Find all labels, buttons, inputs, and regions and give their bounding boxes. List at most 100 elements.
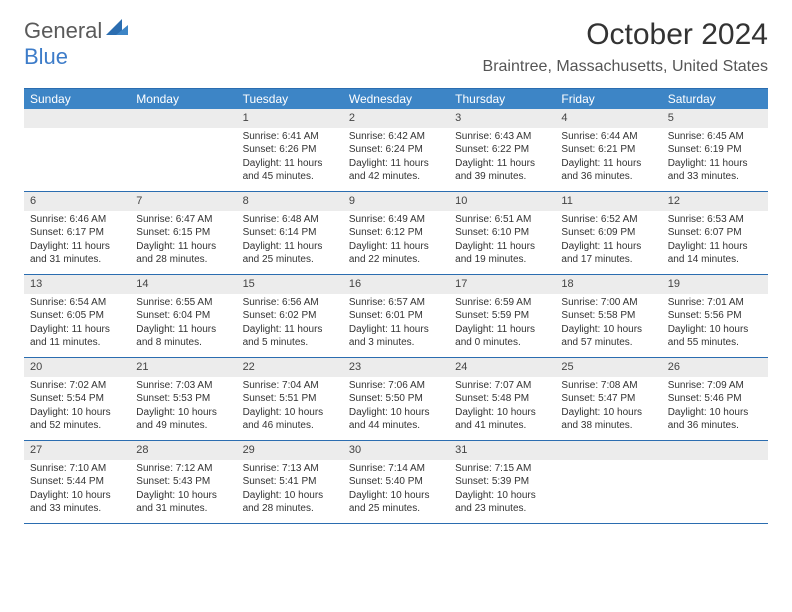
sunset-line: Sunset: 6:12 PM	[349, 226, 443, 240]
day-cell: 28Sunrise: 7:12 AMSunset: 5:43 PMDayligh…	[130, 441, 236, 523]
daylight-line: Daylight: 10 hours and 33 minutes.	[30, 489, 124, 516]
sunset-line: Sunset: 5:48 PM	[455, 392, 549, 406]
day-body: Sunrise: 7:04 AMSunset: 5:51 PMDaylight:…	[237, 377, 343, 437]
day-body: Sunrise: 6:45 AMSunset: 6:19 PMDaylight:…	[662, 128, 768, 188]
day-cell: 23Sunrise: 7:06 AMSunset: 5:50 PMDayligh…	[343, 358, 449, 440]
sunrise-line: Sunrise: 7:08 AM	[561, 379, 655, 393]
sunrise-line: Sunrise: 6:51 AM	[455, 213, 549, 227]
sunset-line: Sunset: 5:46 PM	[668, 392, 762, 406]
week-row: 27Sunrise: 7:10 AMSunset: 5:44 PMDayligh…	[24, 441, 768, 524]
sunset-line: Sunset: 5:44 PM	[30, 475, 124, 489]
day-body: Sunrise: 7:09 AMSunset: 5:46 PMDaylight:…	[662, 377, 768, 437]
daylight-line: Daylight: 10 hours and 44 minutes.	[349, 406, 443, 433]
sunrise-line: Sunrise: 6:46 AM	[30, 213, 124, 227]
sunrise-line: Sunrise: 6:52 AM	[561, 213, 655, 227]
day-body: Sunrise: 7:12 AMSunset: 5:43 PMDaylight:…	[130, 460, 236, 520]
day-number: 18	[555, 275, 661, 294]
day-number: 30	[343, 441, 449, 460]
sunrise-line: Sunrise: 7:10 AM	[30, 462, 124, 476]
dow-cell: Thursday	[449, 89, 555, 109]
day-body: Sunrise: 6:44 AMSunset: 6:21 PMDaylight:…	[555, 128, 661, 188]
day-body	[555, 460, 661, 466]
sunrise-line: Sunrise: 6:43 AM	[455, 130, 549, 144]
day-number: 21	[130, 358, 236, 377]
daylight-line: Daylight: 11 hours and 45 minutes.	[243, 157, 337, 184]
day-body: Sunrise: 7:13 AMSunset: 5:41 PMDaylight:…	[237, 460, 343, 520]
day-number: 14	[130, 275, 236, 294]
sunrise-line: Sunrise: 6:42 AM	[349, 130, 443, 144]
day-number: 2	[343, 109, 449, 128]
day-number: 7	[130, 192, 236, 211]
day-body	[130, 128, 236, 134]
sunset-line: Sunset: 5:56 PM	[668, 309, 762, 323]
day-body	[24, 128, 130, 134]
day-number: 28	[130, 441, 236, 460]
day-cell: 4Sunrise: 6:44 AMSunset: 6:21 PMDaylight…	[555, 109, 661, 191]
sunset-line: Sunset: 5:58 PM	[561, 309, 655, 323]
day-cell: 3Sunrise: 6:43 AMSunset: 6:22 PMDaylight…	[449, 109, 555, 191]
day-number: 25	[555, 358, 661, 377]
sunset-line: Sunset: 5:54 PM	[30, 392, 124, 406]
daylight-line: Daylight: 11 hours and 5 minutes.	[243, 323, 337, 350]
sunset-line: Sunset: 6:04 PM	[136, 309, 230, 323]
day-body: Sunrise: 7:03 AMSunset: 5:53 PMDaylight:…	[130, 377, 236, 437]
sunrise-line: Sunrise: 7:02 AM	[30, 379, 124, 393]
day-cell: 8Sunrise: 6:48 AMSunset: 6:14 PMDaylight…	[237, 192, 343, 274]
day-body: Sunrise: 7:08 AMSunset: 5:47 PMDaylight:…	[555, 377, 661, 437]
logo-text-blue: Blue	[24, 44, 68, 69]
calendar: SundayMondayTuesdayWednesdayThursdayFrid…	[24, 88, 768, 524]
day-number: 29	[237, 441, 343, 460]
day-cell: 11Sunrise: 6:52 AMSunset: 6:09 PMDayligh…	[555, 192, 661, 274]
daylight-line: Daylight: 11 hours and 42 minutes.	[349, 157, 443, 184]
sunset-line: Sunset: 6:05 PM	[30, 309, 124, 323]
day-number: 17	[449, 275, 555, 294]
sunset-line: Sunset: 6:07 PM	[668, 226, 762, 240]
sunrise-line: Sunrise: 7:00 AM	[561, 296, 655, 310]
daylight-line: Daylight: 10 hours and 31 minutes.	[136, 489, 230, 516]
day-cell: 12Sunrise: 6:53 AMSunset: 6:07 PMDayligh…	[662, 192, 768, 274]
dow-cell: Wednesday	[343, 89, 449, 109]
day-body: Sunrise: 6:49 AMSunset: 6:12 PMDaylight:…	[343, 211, 449, 271]
day-body: Sunrise: 6:57 AMSunset: 6:01 PMDaylight:…	[343, 294, 449, 354]
sunrise-line: Sunrise: 6:54 AM	[30, 296, 124, 310]
day-number: 24	[449, 358, 555, 377]
day-body: Sunrise: 6:53 AMSunset: 6:07 PMDaylight:…	[662, 211, 768, 271]
day-body: Sunrise: 7:10 AMSunset: 5:44 PMDaylight:…	[24, 460, 130, 520]
week-row: 13Sunrise: 6:54 AMSunset: 6:05 PMDayligh…	[24, 275, 768, 358]
day-body: Sunrise: 6:54 AMSunset: 6:05 PMDaylight:…	[24, 294, 130, 354]
weeks-container: 1Sunrise: 6:41 AMSunset: 6:26 PMDaylight…	[24, 109, 768, 524]
sunset-line: Sunset: 5:47 PM	[561, 392, 655, 406]
dow-cell: Saturday	[662, 89, 768, 109]
day-number: 8	[237, 192, 343, 211]
sunrise-line: Sunrise: 6:44 AM	[561, 130, 655, 144]
day-number: 16	[343, 275, 449, 294]
daylight-line: Daylight: 10 hours and 23 minutes.	[455, 489, 549, 516]
sunrise-line: Sunrise: 7:13 AM	[243, 462, 337, 476]
sunrise-line: Sunrise: 6:59 AM	[455, 296, 549, 310]
sunrise-line: Sunrise: 7:15 AM	[455, 462, 549, 476]
sunrise-line: Sunrise: 7:06 AM	[349, 379, 443, 393]
day-body: Sunrise: 7:02 AMSunset: 5:54 PMDaylight:…	[24, 377, 130, 437]
sunset-line: Sunset: 5:51 PM	[243, 392, 337, 406]
day-cell: 16Sunrise: 6:57 AMSunset: 6:01 PMDayligh…	[343, 275, 449, 357]
day-number: 1	[237, 109, 343, 128]
day-body: Sunrise: 6:59 AMSunset: 5:59 PMDaylight:…	[449, 294, 555, 354]
dow-cell: Friday	[555, 89, 661, 109]
day-cell: 14Sunrise: 6:55 AMSunset: 6:04 PMDayligh…	[130, 275, 236, 357]
month-title: October 2024	[483, 18, 768, 52]
day-number: 23	[343, 358, 449, 377]
week-row: 1Sunrise: 6:41 AMSunset: 6:26 PMDaylight…	[24, 109, 768, 192]
day-cell: 6Sunrise: 6:46 AMSunset: 6:17 PMDaylight…	[24, 192, 130, 274]
logo-text-general: General	[24, 18, 102, 44]
daylight-line: Daylight: 10 hours and 49 minutes.	[136, 406, 230, 433]
day-cell: 1Sunrise: 6:41 AMSunset: 6:26 PMDaylight…	[237, 109, 343, 191]
sunset-line: Sunset: 5:40 PM	[349, 475, 443, 489]
header: General October 2024 Braintree, Massachu…	[0, 0, 792, 82]
day-body: Sunrise: 6:47 AMSunset: 6:15 PMDaylight:…	[130, 211, 236, 271]
day-number: 4	[555, 109, 661, 128]
day-body: Sunrise: 6:41 AMSunset: 6:26 PMDaylight:…	[237, 128, 343, 188]
sunset-line: Sunset: 6:14 PM	[243, 226, 337, 240]
sunset-line: Sunset: 6:10 PM	[455, 226, 549, 240]
sunrise-line: Sunrise: 7:09 AM	[668, 379, 762, 393]
day-body: Sunrise: 6:55 AMSunset: 6:04 PMDaylight:…	[130, 294, 236, 354]
